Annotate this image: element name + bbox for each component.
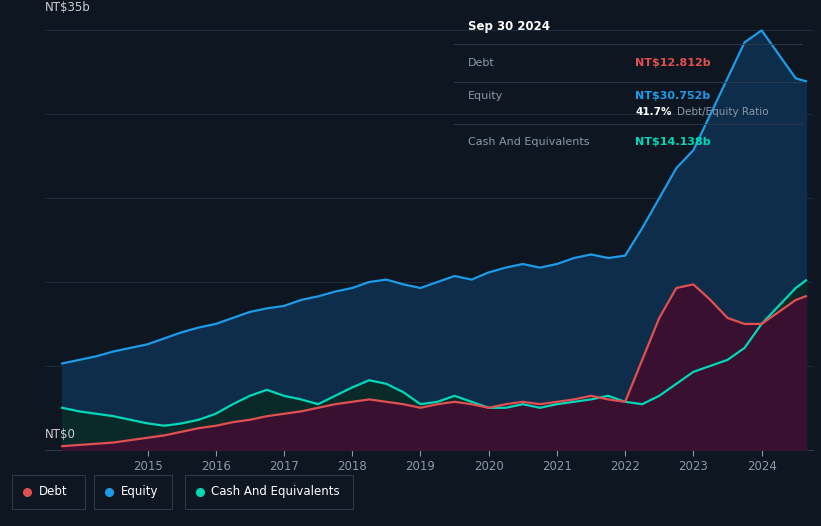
Text: Equity: Equity — [468, 91, 503, 101]
Text: Debt/Equity Ratio: Debt/Equity Ratio — [677, 107, 769, 117]
Text: NT$0: NT$0 — [45, 428, 76, 441]
Text: Equity: Equity — [121, 485, 158, 498]
Text: 41.7%: 41.7% — [635, 107, 672, 117]
Text: Debt: Debt — [39, 485, 67, 498]
Bar — [94, 474, 172, 509]
Text: Cash And Equivalents: Cash And Equivalents — [468, 137, 589, 147]
Bar — [185, 474, 353, 509]
Bar — [12, 474, 85, 509]
Text: Sep 30 2024: Sep 30 2024 — [468, 20, 550, 33]
Text: Cash And Equivalents: Cash And Equivalents — [211, 485, 340, 498]
Text: Debt: Debt — [468, 58, 495, 68]
Text: NT$14.138b: NT$14.138b — [635, 137, 711, 147]
Text: NT$12.812b: NT$12.812b — [635, 58, 711, 68]
Text: NT$35b: NT$35b — [45, 1, 91, 14]
Text: NT$30.752b: NT$30.752b — [635, 91, 711, 101]
